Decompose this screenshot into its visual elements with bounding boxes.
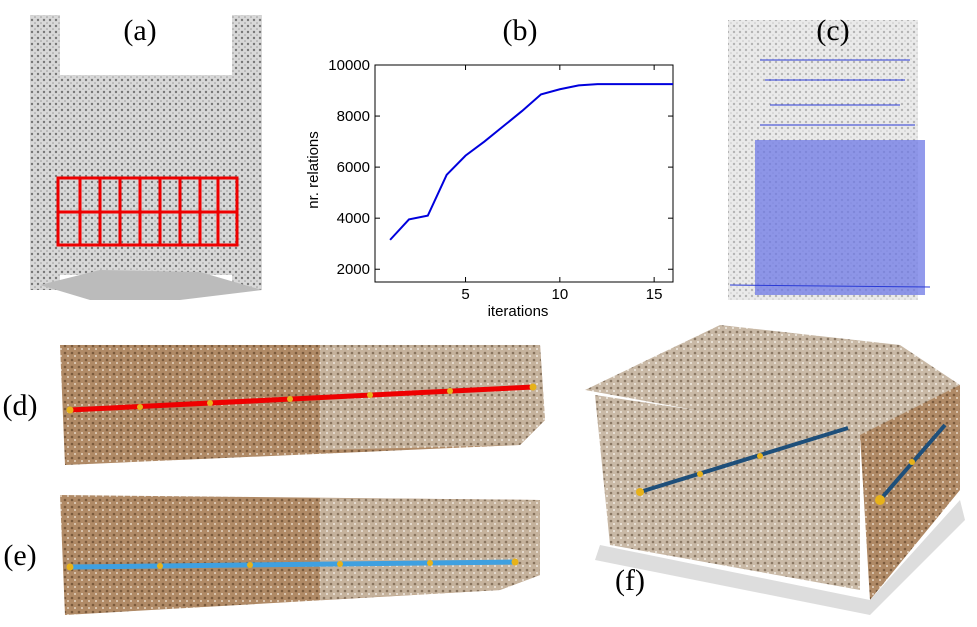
facade-image-a: [30, 15, 262, 300]
x-tick-label: 15: [646, 286, 663, 303]
x-tick-label: 5: [461, 286, 469, 303]
temple-image-e: [60, 495, 540, 615]
data-line: [390, 84, 673, 240]
temple-image-d: [60, 345, 545, 465]
figure: (a) (c) (d) (e) (f) (b) iterations nr. r…: [0, 0, 977, 627]
panel-label: (f): [615, 564, 645, 597]
y-axis-label: nr. relations: [305, 131, 322, 209]
panel-label: (e): [3, 539, 36, 572]
chart-title: (b): [503, 14, 538, 47]
panel-label: (c): [816, 14, 849, 47]
y-tick-label: 4000: [337, 210, 370, 227]
y-tick-label: 8000: [337, 108, 370, 125]
x-axis-label: iterations: [488, 303, 549, 320]
y-tick-label: 2000: [337, 261, 370, 278]
y-tick-label: 10000: [328, 57, 370, 74]
panel-label: (a): [123, 14, 156, 47]
x-tick-label: 10: [551, 286, 568, 303]
plot-frame: [375, 65, 673, 282]
pointcloud-image-c: [728, 20, 930, 300]
y-tick-label: 6000: [337, 159, 370, 176]
panel-label: (d): [3, 389, 38, 422]
